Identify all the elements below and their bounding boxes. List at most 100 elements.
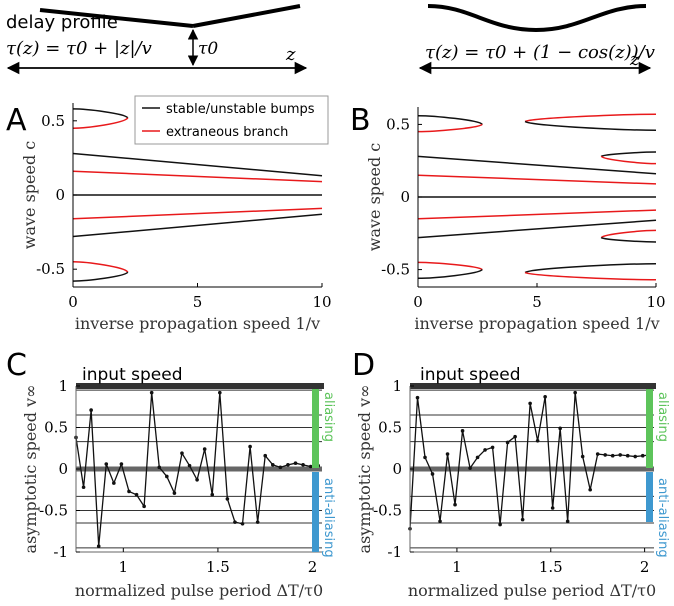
fold-lower-1 bbox=[417, 268, 483, 280]
speed-point-17 bbox=[202, 447, 207, 451]
x-tick-label-2: 10 bbox=[312, 293, 331, 311]
speed-point-19 bbox=[550, 506, 555, 510]
y-tick-label-2: 0.5 bbox=[386, 115, 410, 133]
y-tick-label-0: -1 bbox=[387, 543, 402, 561]
speed-point-1 bbox=[415, 395, 420, 400]
speed-point-1 bbox=[81, 485, 86, 490]
x-tick-label-0: 0 bbox=[68, 293, 78, 311]
fold-upper-1 bbox=[72, 261, 129, 273]
branch-line-0 bbox=[72, 152, 323, 177]
speed-point-9 bbox=[475, 455, 480, 460]
speed-point-30 bbox=[633, 454, 638, 459]
y-tick-label-2: 0 bbox=[58, 460, 68, 478]
speed-point-20 bbox=[225, 497, 230, 501]
y-axis-label: asymptotic speed v∞ bbox=[355, 385, 374, 554]
branch-line-4 bbox=[72, 213, 323, 238]
speed-point-26 bbox=[271, 463, 275, 467]
delay-profile-right-arm bbox=[192, 4, 301, 28]
speed-point-26 bbox=[603, 453, 607, 457]
branch-line-4 bbox=[417, 219, 657, 239]
y-tick-label-1: 0 bbox=[55, 186, 65, 204]
speed-point-22 bbox=[240, 521, 245, 526]
y-axis-label: asymptotic speed v∞ bbox=[21, 385, 40, 554]
fold-upper-3 bbox=[524, 263, 657, 274]
speed-point-9 bbox=[142, 504, 146, 509]
speed-point-15 bbox=[187, 463, 192, 468]
legend-box bbox=[134, 95, 329, 145]
speed-point-4 bbox=[104, 462, 109, 466]
y-tick-label-1: -0.5 bbox=[373, 502, 402, 520]
speed-point-27 bbox=[278, 465, 283, 470]
z-label-right: z bbox=[629, 49, 640, 70]
aliasing-label-d: aliasing bbox=[655, 392, 670, 442]
y-tick-label-3: 0.5 bbox=[378, 419, 402, 437]
tau0-label: τ0 bbox=[198, 39, 218, 59]
speed-point-29 bbox=[293, 461, 298, 465]
aliasing-bar-c bbox=[312, 389, 319, 468]
y-tick-label-4: 1 bbox=[392, 377, 402, 395]
z-label-left: z bbox=[285, 44, 296, 65]
delay-formula-right: τ(z) = τ0 + (1 − cos(z))/v bbox=[425, 42, 655, 63]
speed-point-6 bbox=[453, 502, 457, 507]
speed-point-8 bbox=[468, 466, 472, 470]
fold-upper-0 bbox=[72, 108, 129, 119]
anti-aliasing-bar-d bbox=[646, 472, 653, 522]
speed-point-25 bbox=[595, 452, 600, 456]
panel-letter-d: D bbox=[352, 348, 375, 383]
y-tick-label-3: 0.5 bbox=[44, 419, 68, 437]
legend-label-extraneous: extraneous branch bbox=[166, 125, 288, 140]
x-axis-label: inverse propagation speed 1/v bbox=[414, 314, 659, 333]
speed-point-25 bbox=[263, 453, 268, 458]
speed-point-24 bbox=[588, 487, 592, 492]
speed-point-22 bbox=[573, 390, 577, 395]
speed-point-29 bbox=[625, 453, 630, 458]
speed-point-13 bbox=[505, 440, 510, 445]
branch-line-1 bbox=[72, 170, 323, 183]
aliasing-label-c: aliasing bbox=[321, 392, 336, 442]
speed-point-16 bbox=[528, 401, 532, 406]
anti-aliasing-label-c: anti-aliasing bbox=[321, 478, 336, 558]
speed-point-23 bbox=[580, 454, 585, 459]
fold-upper-0 bbox=[417, 114, 483, 126]
x-tick-label-1: 5 bbox=[532, 293, 542, 311]
y-tick-label-1: 0 bbox=[400, 188, 410, 206]
speed-point-16 bbox=[195, 477, 199, 482]
x-tick-label-1: 1.5 bbox=[206, 558, 230, 576]
legend-panel-a: stable/unstable bumps extraneous branch bbox=[134, 95, 329, 145]
speed-point-13 bbox=[172, 491, 177, 495]
speed-point-3 bbox=[96, 544, 101, 548]
schematic-right: τ(z) = τ0 + (1 − cos(z))/v z bbox=[418, 4, 655, 75]
fold-upper-2 bbox=[524, 113, 657, 123]
speed-point-7 bbox=[127, 489, 131, 494]
y-tick-label-0: -0.5 bbox=[381, 261, 410, 279]
speed-point-31 bbox=[308, 464, 313, 469]
input-speed-label-d: input speed bbox=[420, 365, 521, 385]
fold-lower-2 bbox=[524, 120, 657, 131]
anti-aliasing-label-d: anti-aliasing bbox=[655, 478, 670, 558]
x-axis-label: inverse propagation speed 1/v bbox=[75, 314, 320, 333]
speed-point-17 bbox=[535, 438, 540, 443]
panel-letter-a: A bbox=[6, 103, 27, 138]
y-tick-label-2: 0 bbox=[392, 460, 402, 478]
panel-d-chart: 1 1.5 2 -1 -0.5 0 0.5 1 normalized pulse period … bbox=[355, 377, 656, 600]
speed-point-2 bbox=[423, 455, 427, 460]
speed-point-21 bbox=[233, 520, 237, 524]
speed-point-5 bbox=[445, 452, 450, 456]
branch-line-3 bbox=[417, 209, 657, 220]
speed-point-20 bbox=[558, 426, 562, 431]
x-tick-label-0: 0 bbox=[413, 293, 423, 311]
speed-series-line bbox=[409, 392, 651, 529]
panel-letter-c: C bbox=[6, 348, 27, 383]
speed-point-2 bbox=[89, 408, 93, 412]
x-axis-label: normalized pulse period ΔT/τ0 bbox=[75, 581, 323, 600]
x-tick-label-0: 1 bbox=[119, 558, 129, 576]
fold-lower-3 bbox=[524, 271, 657, 281]
fold-lower-0 bbox=[72, 117, 129, 129]
branch-line-3 bbox=[72, 207, 323, 220]
speed-point-28 bbox=[618, 453, 623, 457]
delay-formula-left: τ(z) = τ0 + |z|/v bbox=[6, 38, 152, 59]
x-tick-label-0: 1 bbox=[452, 558, 462, 576]
aliasing-bars-d: aliasing anti-aliasing bbox=[646, 389, 670, 558]
